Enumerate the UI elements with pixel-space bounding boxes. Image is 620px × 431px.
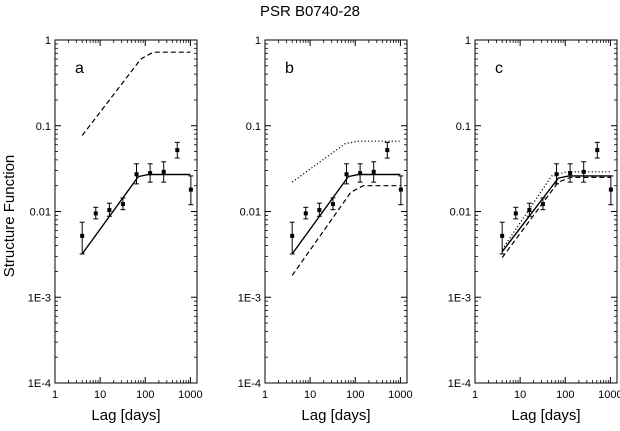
data-point (344, 172, 349, 177)
data-point (371, 169, 376, 174)
y-tick-label: 0.01 (30, 207, 51, 219)
data-point (581, 169, 586, 174)
plot-frame (474, 39, 618, 384)
y-tick-label: 1E-3 (238, 292, 261, 304)
data-point (303, 211, 308, 216)
data-point (330, 202, 335, 207)
data-point (554, 172, 559, 177)
data-point (134, 172, 139, 177)
plot-frame (54, 39, 198, 384)
data-point (568, 171, 573, 176)
x-axis-label: Lag [days] (301, 407, 370, 424)
y-tick-label: 0.01 (240, 207, 261, 219)
data-point (120, 202, 125, 207)
panel-label: a (75, 60, 84, 77)
model-curve-dashed (291, 185, 401, 276)
x-tick-label: 1 (52, 389, 58, 401)
data-point (358, 171, 363, 176)
panel-b: b 1 10 100 1000 1E-4 1E-3 0.01 0.1 1 Lag [days] (238, 35, 413, 424)
model-curve-dotted (291, 140, 401, 183)
x-tick-label: 1 (262, 389, 268, 401)
data-point (290, 233, 295, 238)
x-tick-label: 1000 (178, 389, 202, 401)
model-curve-solid (81, 173, 191, 255)
y-tick-label: 1E-4 (238, 378, 261, 390)
data-point (188, 187, 193, 192)
y-tick-label: 0.1 (36, 121, 51, 133)
y-tick-label: 1 (45, 35, 51, 47)
x-axis-label: Lag [days] (511, 407, 580, 424)
y-tick-label: 1E-3 (28, 292, 51, 304)
x-tick-label: 10 (304, 389, 316, 401)
x-tick-label: 1 (472, 389, 478, 401)
data-point (608, 187, 613, 192)
y-tick-label: 0.1 (456, 121, 471, 133)
data-point (148, 171, 153, 176)
data-point (385, 148, 390, 153)
data-point (93, 211, 98, 216)
model-curve-solid (501, 175, 611, 253)
data-point (80, 233, 85, 238)
data-point (540, 202, 545, 207)
y-tick-label: 1 (255, 35, 261, 47)
plot-frame (264, 39, 408, 384)
x-tick-label: 1000 (598, 389, 620, 401)
data-point (398, 187, 403, 192)
x-tick-label: 100 (556, 389, 574, 401)
panel-label: b (285, 60, 294, 77)
data-point (161, 169, 166, 174)
model-curve-dashed (81, 51, 191, 136)
y-tick-label: 1E-3 (448, 292, 471, 304)
data-point (500, 233, 505, 238)
model-curve-dotted (501, 171, 611, 250)
x-tick-label: 1000 (388, 389, 412, 401)
y-tick-label: 1E-4 (28, 378, 51, 390)
x-tick-label: 100 (346, 389, 364, 401)
data-point (527, 208, 532, 213)
panel-label: c (495, 60, 503, 77)
figure-title: PSR B0740-28 (260, 3, 360, 20)
data-point (595, 148, 600, 153)
model-curve-dashed (501, 176, 611, 258)
data-point (513, 211, 518, 216)
x-tick-label: 10 (94, 389, 106, 401)
y-axis-label: Structure Function (1, 155, 18, 278)
x-tick-label: 10 (514, 389, 526, 401)
model-curve-solid (291, 173, 401, 255)
data-point (175, 148, 180, 153)
data-point (107, 208, 112, 213)
y-tick-label: 1E-4 (448, 378, 471, 390)
panel-c: c 1 10 100 1000 1E-4 1E-3 0.01 0.1 1 Lag [days] (448, 35, 620, 424)
y-tick-label: 1 (465, 35, 471, 47)
panel-a: a 1 10 100 1000 1E-4 1E-3 0.01 0.1 1 Lag [days] (28, 35, 203, 424)
y-tick-label: 0.1 (246, 121, 261, 133)
y-tick-label: 0.01 (450, 207, 471, 219)
x-axis-label: Lag [days] (91, 407, 160, 424)
data-point (317, 208, 322, 213)
x-tick-label: 100 (136, 389, 154, 401)
